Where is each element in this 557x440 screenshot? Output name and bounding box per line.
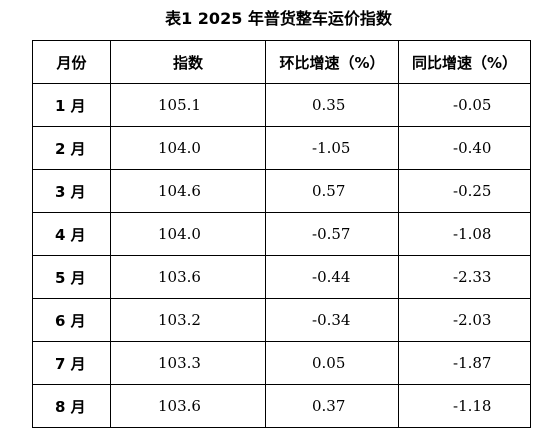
- cell-mom-growth: -1.05: [265, 126, 399, 170]
- cell-yoy-growth: -1.18: [398, 384, 531, 428]
- cell-index: 104.0: [110, 126, 266, 170]
- cell-month: 2 月: [32, 126, 111, 170]
- header-mom-growth: 环比增速（%）: [265, 40, 399, 84]
- cell-yoy-growth: -2.03: [398, 298, 531, 342]
- cell-mom-growth: 0.57: [265, 169, 399, 213]
- table-row: 7 月 103.3 0.05 -1.87: [32, 341, 531, 385]
- cell-index: 104.0: [110, 212, 266, 256]
- table-row: 3 月 104.6 0.57 -0.25: [32, 169, 531, 213]
- cell-yoy-growth: -2.33: [398, 255, 531, 299]
- cell-index: 103.6: [110, 384, 266, 428]
- cell-yoy-growth: -0.25: [398, 169, 531, 213]
- cell-mom-growth: -0.57: [265, 212, 399, 256]
- cell-mom-growth: 0.35: [265, 83, 399, 127]
- freight-rate-index-table: 月份 指数 环比增速（%） 同比增速（%） 1 月 105.1 0.35 -0.…: [32, 40, 531, 428]
- cell-mom-growth: -0.34: [265, 298, 399, 342]
- cell-yoy-growth: -1.08: [398, 212, 531, 256]
- cell-index: 103.3: [110, 341, 266, 385]
- cell-month: 4 月: [32, 212, 111, 256]
- cell-yoy-growth: -0.40: [398, 126, 531, 170]
- table-row: 2 月 104.0 -1.05 -0.40: [32, 126, 531, 170]
- table-header-row: 月份 指数 环比增速（%） 同比增速（%）: [32, 40, 531, 84]
- header-index: 指数: [110, 40, 266, 84]
- table-row: 4 月 104.0 -0.57 -1.08: [32, 212, 531, 256]
- table-row: 1 月 105.1 0.35 -0.05: [32, 83, 531, 127]
- table-row: 8 月 103.6 0.37 -1.18: [32, 384, 531, 428]
- cell-month: 7 月: [32, 341, 111, 385]
- cell-index: 104.6: [110, 169, 266, 213]
- table-row: 5 月 103.6 -0.44 -2.33: [32, 255, 531, 299]
- header-yoy-growth: 同比增速（%）: [398, 40, 531, 84]
- cell-month: 6 月: [32, 298, 111, 342]
- cell-index: 103.2: [110, 298, 266, 342]
- cell-index: 103.6: [110, 255, 266, 299]
- cell-month: 5 月: [32, 255, 111, 299]
- cell-mom-growth: 0.37: [265, 384, 399, 428]
- table-row: 6 月 103.2 -0.34 -2.03: [32, 298, 531, 342]
- header-month: 月份: [32, 40, 111, 84]
- cell-mom-growth: -0.44: [265, 255, 399, 299]
- cell-yoy-growth: -1.87: [398, 341, 531, 385]
- cell-index: 105.1: [110, 83, 266, 127]
- cell-yoy-growth: -0.05: [398, 83, 531, 127]
- cell-month: 3 月: [32, 169, 111, 213]
- cell-month: 1 月: [32, 83, 111, 127]
- cell-mom-growth: 0.05: [265, 341, 399, 385]
- cell-month: 8 月: [32, 384, 111, 428]
- table-caption: 表1 2025 年普货整车运价指数: [165, 9, 392, 28]
